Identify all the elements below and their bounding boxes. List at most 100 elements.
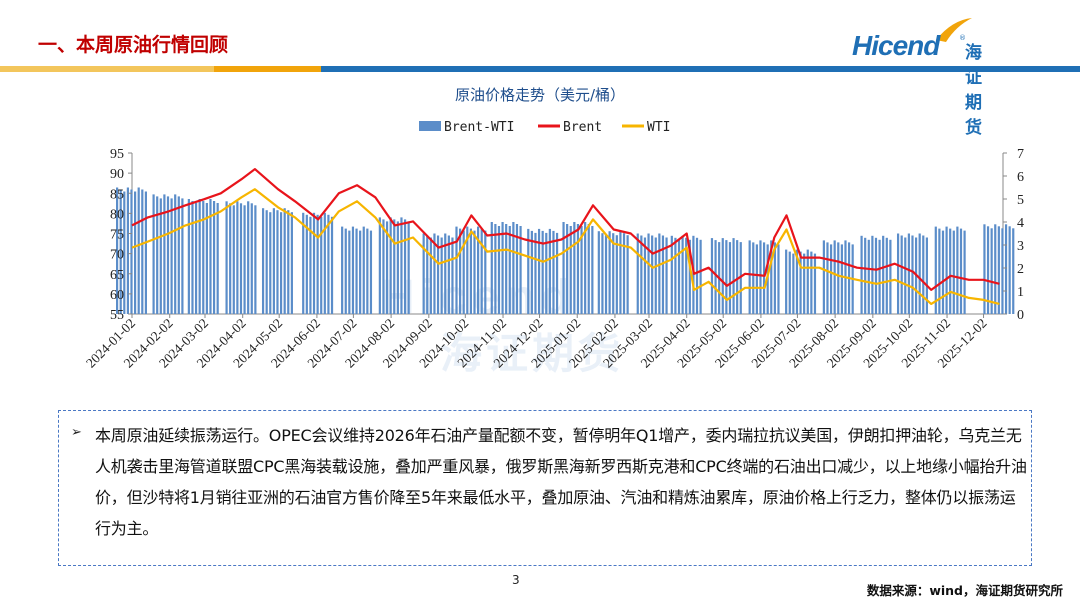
spread-bar <box>393 219 396 314</box>
bullet-arrow-icon: ➢ <box>71 425 82 440</box>
left-tick-label: 70 <box>110 248 124 263</box>
spread-bar <box>116 187 119 314</box>
spread-bar <box>174 194 177 314</box>
spread-bar <box>792 253 795 314</box>
spread-bar <box>640 235 643 314</box>
spread-bar <box>647 233 650 314</box>
spread-bar <box>826 242 829 314</box>
oil-price-chart: 原油价格走势（美元/桶） Brent-WTI Brent WTI 95 90 85 8… <box>83 86 1024 371</box>
spread-bar <box>810 251 813 314</box>
spread-bar <box>587 224 590 314</box>
spread-bar <box>619 231 622 314</box>
spread-bar <box>247 201 250 314</box>
spread-bar <box>205 203 208 314</box>
spread-bar <box>822 240 825 314</box>
right-tick-label: 4 <box>1017 216 1024 231</box>
spread-bar <box>166 196 170 314</box>
chart-legend: Brent-WTI Brent WTI <box>419 120 670 135</box>
spread-bar <box>889 239 892 314</box>
spread-bar <box>878 239 881 314</box>
spread-bar <box>484 230 487 314</box>
spread-bar <box>552 230 555 314</box>
spread-bar <box>604 235 608 314</box>
left-tick-label: 65 <box>110 268 124 283</box>
data-source: 数据来源：wind，海证期货研究所 <box>866 583 1063 598</box>
spread-bar <box>369 230 373 314</box>
spread-bar <box>695 237 699 314</box>
spread-bar <box>429 237 432 314</box>
spread-bar <box>123 191 126 314</box>
spread-bar <box>626 235 629 314</box>
spread-bar <box>548 228 551 314</box>
spread-bar <box>272 208 275 314</box>
spread-bar <box>327 214 330 314</box>
spread-bar <box>688 239 691 314</box>
spread-bar <box>232 205 235 314</box>
spread-bar <box>436 235 440 314</box>
spread-bar <box>316 214 319 314</box>
spread-bar <box>119 189 122 314</box>
spread-bar <box>152 194 155 314</box>
spread-bar <box>601 233 604 314</box>
spread-bar <box>355 228 358 314</box>
spread-bar <box>573 222 576 314</box>
spread-bar <box>202 201 205 314</box>
spread-bar <box>938 228 941 314</box>
spread-bar <box>191 201 194 314</box>
header-stripe-orange <box>214 66 321 72</box>
spread-bar <box>243 205 246 314</box>
spread-bar <box>181 198 184 314</box>
left-tick-label: 80 <box>110 207 124 222</box>
spread-bar <box>677 239 681 314</box>
spread-bar <box>177 196 180 314</box>
spread-bar <box>882 235 885 314</box>
spread-bar <box>505 224 508 314</box>
spread-bar <box>396 221 399 314</box>
spread-bar <box>359 230 362 314</box>
spread-bar <box>126 187 129 314</box>
spread-bar <box>134 191 137 314</box>
spread-bar <box>871 235 874 314</box>
spread-bar <box>799 251 802 314</box>
spread-bar <box>867 239 870 314</box>
spread-bar <box>385 221 389 314</box>
spread-bar <box>963 230 966 314</box>
spread-bar <box>407 221 410 314</box>
spread-bar <box>874 237 878 314</box>
spread-bar <box>840 244 843 314</box>
spread-bar <box>1001 228 1004 314</box>
spread-bar <box>945 226 948 314</box>
spread-bar <box>187 199 190 314</box>
spread-bar <box>541 230 544 314</box>
spread-bar <box>225 201 228 314</box>
spread-bar <box>400 217 403 314</box>
spread-bar <box>986 226 990 314</box>
spread-bar <box>137 187 140 314</box>
spread-bar <box>130 189 133 314</box>
spread-bar <box>674 237 677 314</box>
spread-bar <box>615 235 618 314</box>
left-axis-ticks: 95 90 85 80 75 70 65 60 55 <box>110 147 132 323</box>
spread-bar <box>250 203 253 314</box>
spread-bar <box>323 212 326 314</box>
spread-bar <box>918 233 921 314</box>
spread-bar <box>212 201 216 314</box>
spread-bar <box>837 242 840 314</box>
spread-bar <box>279 212 283 314</box>
spread-bar <box>699 239 702 314</box>
spread-bar <box>447 235 450 314</box>
spread-bar <box>670 235 673 314</box>
spread-bar <box>643 237 647 314</box>
spread-bar <box>194 203 198 314</box>
spread-bar <box>725 240 728 314</box>
spread-bar <box>829 244 833 314</box>
spread-bar <box>209 199 212 314</box>
spread-bar <box>922 235 925 314</box>
right-tick-label: 2 <box>1017 262 1024 277</box>
spread-bar <box>833 240 836 314</box>
spread-bar <box>254 205 257 314</box>
spread-bar <box>508 226 511 314</box>
spread-bar <box>785 249 788 314</box>
price-lines <box>131 168 1000 305</box>
watermark-company: 海证期货 <box>440 329 625 378</box>
